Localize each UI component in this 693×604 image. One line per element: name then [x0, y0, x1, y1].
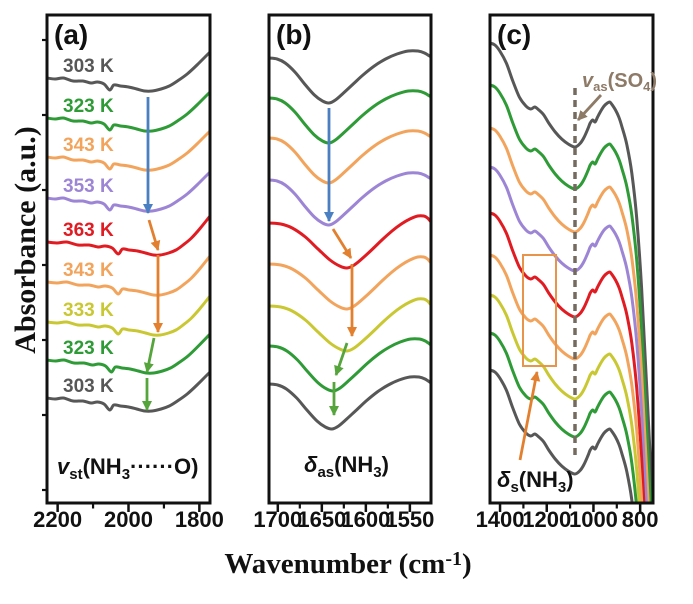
peak-shift-arrow: [147, 219, 161, 251]
spectrum-curve-c-5-343K: [489, 253, 644, 502]
panel-frame-c: [488, 13, 655, 505]
temperature-label-0: 303 K: [63, 56, 114, 77]
temperature-label-1: 323 K: [63, 96, 114, 117]
band-label-arrow: [518, 371, 541, 461]
temperature-label-3: 353 K: [63, 176, 114, 197]
x-tick-label: 2200: [33, 507, 82, 532]
temperature-label-2: 343 K: [63, 135, 114, 156]
spectrum-curve-c-6-333K: [489, 293, 641, 502]
spectrum-curve-c-4-363K: [489, 211, 646, 502]
x-tick-label: 2000: [104, 507, 153, 532]
spectrum-curve-b-4-363K: [268, 214, 432, 270]
spectrum-curve-b-1-323K: [268, 89, 432, 145]
peak-shift-arrow: [334, 342, 349, 376]
x-tick-label: 800: [622, 507, 659, 532]
spectrum-curve-b-5-343K: [268, 255, 432, 311]
spectrum-curve-a-5-343K: [46, 254, 211, 297]
x-tick-label: 1800: [175, 507, 224, 532]
temperature-label-7: 323 K: [63, 338, 114, 359]
panel-tag-b: (b): [276, 19, 312, 50]
spectrum-curve-b-6-333K: [268, 297, 432, 353]
panel-frame-b: [267, 13, 433, 505]
spectrum-curve-b-7-323K: [268, 337, 432, 393]
spectrum-curve-b-2-343K: [268, 129, 432, 185]
peak-shift-arrow: [331, 228, 353, 259]
spectrum-curve-a-2-343K: [46, 129, 211, 172]
spectrum-curve-a-7-323K: [46, 332, 211, 375]
spectrum-curve-c-0-303K: [489, 41, 654, 502]
band-assignment-label-b: δas(NH3): [304, 452, 389, 481]
panel-tag-c: (c): [497, 19, 531, 50]
x-axis-title-close: ): [461, 548, 472, 580]
spectrum-curve-b-3-353K: [268, 171, 432, 227]
highlight-box: [522, 254, 557, 367]
spectrum-curve-b-8-303K: [268, 375, 432, 431]
spectrum-curve-c-2-343K: [489, 126, 650, 502]
temperature-label-5: 343 K: [63, 260, 114, 281]
x-tick-label: 1400: [476, 507, 525, 532]
peak-label-arrow: [576, 94, 603, 121]
spectrum-curve-a-6-333K: [46, 294, 211, 337]
spectrum-curve-a-0-303K: [46, 50, 211, 93]
x-axis-title-text: Wavenumber (cm: [224, 548, 446, 580]
temperature-label-8: 303 K: [63, 376, 114, 397]
peak-shift-arrow: [143, 337, 156, 373]
spectrum-curve-a-8-303K: [46, 370, 211, 413]
spectrum-curve-a-1-323K: [46, 90, 211, 133]
spectrum-curve-a-4-363K: [46, 214, 211, 257]
x-tick-label: 1200: [522, 507, 571, 532]
spectrum-curve-a-3-353K: [46, 170, 211, 213]
x-tick-label: 1650: [297, 507, 346, 532]
x-tick-label: 1600: [341, 507, 390, 532]
sulfate-band-label: vas(SO4): [582, 70, 657, 94]
temperature-label-6: 333 K: [63, 300, 114, 321]
x-tick-label: 1550: [385, 507, 434, 532]
spectrum-curve-b-0-303K: [268, 49, 432, 105]
band-assignment-label-a: vst(NH3······O): [57, 454, 198, 483]
panel-tag-a: (a): [54, 19, 88, 50]
x-tick-label: 1700: [253, 507, 302, 532]
spectrum-curve-c-3-353K: [489, 165, 648, 502]
x-axis-title-exponent: -1: [445, 548, 462, 570]
x-tick-label: 1000: [569, 507, 618, 532]
x-axis-title: Wavenumber (cm-1): [224, 548, 471, 581]
y-axis-title: Absorbance (a.u.): [9, 126, 42, 354]
spectrum-curve-c-7-323K: [489, 331, 638, 502]
band-assignment-label-c: δs(NH3): [497, 467, 574, 496]
temperature-label-4: 363 K: [63, 220, 114, 241]
spectrum-curve-c-1-323K: [489, 83, 652, 502]
